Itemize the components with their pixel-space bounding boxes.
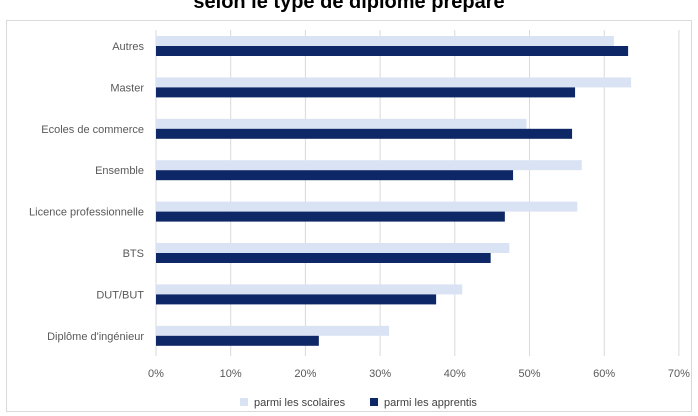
x-tick-label: 30% (369, 368, 391, 380)
chart-title: selon le type de diplôme préparé (193, 0, 505, 13)
x-tick-label: 50% (518, 368, 540, 380)
category-label: Diplôme d'ingénieur (47, 331, 144, 343)
legend-swatch-scolaires (240, 398, 248, 406)
legend-label-scolaires: parmi les scolaires (254, 397, 346, 409)
bar-scolaires (156, 36, 614, 46)
category-label: DUT/BUT (96, 289, 144, 301)
legend: parmi les scolaires parmi les apprentis (240, 397, 477, 409)
bar-scolaires (156, 160, 582, 171)
bar-apprentis (156, 253, 491, 263)
bar-apprentis (156, 128, 573, 139)
bar-scolaires (156, 325, 390, 336)
x-tick-label: 0% (148, 368, 164, 380)
bar-scolaires (156, 201, 578, 212)
bar-apprentis (156, 170, 514, 181)
x-tick-label: 40% (444, 368, 466, 380)
bar-apprentis (156, 335, 319, 346)
x-tick-label: 20% (294, 368, 316, 380)
bar-scolaires (156, 77, 632, 88)
legend-label-apprentis: parmi les apprentis (384, 397, 477, 409)
category-label: Autres (112, 41, 144, 53)
category-label: Master (110, 82, 144, 94)
legend-swatch-apprentis (370, 398, 378, 406)
bar-apprentis (156, 87, 576, 98)
x-tick-label: 60% (593, 368, 615, 380)
bar-scolaires (156, 118, 527, 129)
x-tick-label: 70% (668, 368, 690, 380)
chart-frame (6, 20, 692, 412)
bar-apprentis (156, 46, 629, 56)
bar-scolaires (156, 243, 510, 253)
category-label: Licence professionnelle (29, 207, 144, 219)
bars (156, 36, 632, 346)
category-label: Ensemble (95, 165, 144, 177)
bar-apprentis (156, 294, 437, 305)
bar-apprentis (156, 211, 505, 222)
x-tick-labels: 0% 10% 20% 30% 40% 50% 60% 70% (148, 368, 690, 380)
category-labels: Autres Master Ecoles de commerce Ensemble Li… (29, 41, 144, 343)
category-label: BTS (123, 248, 144, 260)
category-label: Ecoles de commerce (41, 124, 144, 136)
x-tick-label: 10% (220, 368, 242, 380)
bar-scolaires (156, 284, 463, 295)
